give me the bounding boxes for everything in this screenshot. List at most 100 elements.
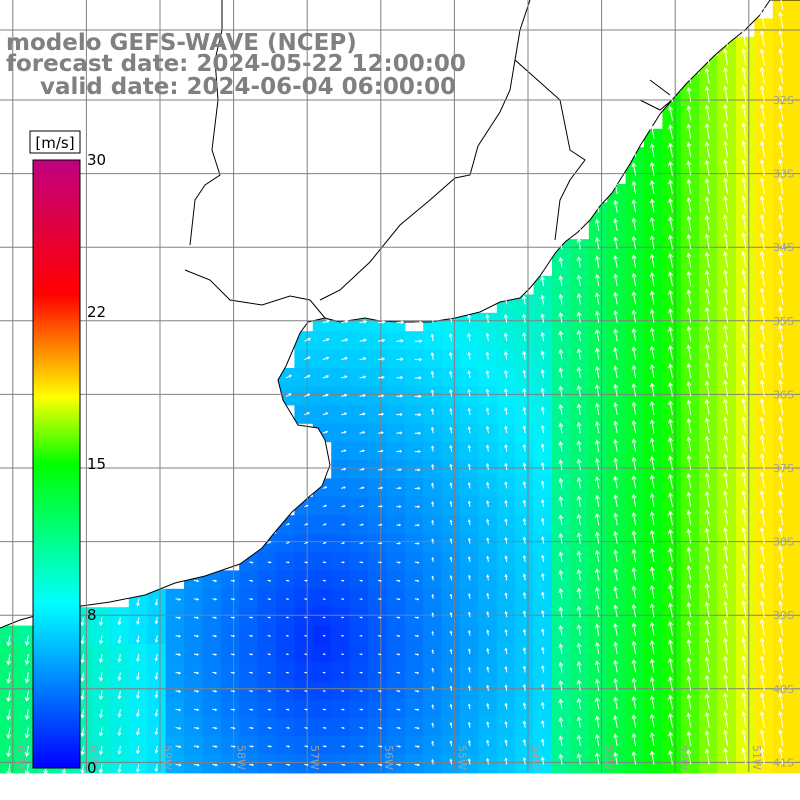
wind-arrow	[687, 234, 692, 250]
longitude-label: 60W	[87, 745, 100, 770]
wind-speed-cell	[791, 699, 800, 719]
wind-arrow-head	[649, 235, 655, 241]
wind-arrow-head	[379, 579, 382, 582]
wind-arrow-head	[686, 142, 692, 147]
wind-arrow-head	[594, 660, 600, 666]
wind-arrow	[578, 569, 581, 581]
wind-arrow	[137, 635, 140, 643]
wind-speed-cell	[791, 754, 800, 774]
wind-speed-cell	[239, 625, 259, 645]
wind-arrow-head	[649, 400, 655, 406]
wind-arrow-head	[250, 598, 254, 601]
wind-arrow-head	[43, 770, 49, 775]
wind-arrow-head	[361, 763, 365, 766]
wind-arrow-head	[251, 708, 254, 711]
wind-arrow-head	[486, 537, 490, 541]
wind-arrow-head	[558, 496, 564, 501]
wind-speed-cell	[349, 625, 369, 645]
wind-arrow-head	[448, 333, 453, 337]
wind-arrow-head	[576, 274, 582, 280]
wind-arrow-head	[576, 587, 582, 593]
wind-arrow-head	[430, 389, 435, 393]
wind-speed-cell	[791, 588, 800, 608]
wind-arrow	[669, 235, 673, 250]
wind-arrow-head	[778, 582, 783, 587]
wind-arrow	[669, 493, 673, 507]
wind-arrow	[632, 384, 637, 397]
wind-arrow	[578, 220, 581, 231]
wind-arrow-head	[540, 350, 545, 355]
wind-arrow-head	[759, 563, 765, 569]
wind-arrow-head	[558, 330, 564, 336]
wind-arrow-head	[449, 703, 453, 707]
wind-arrow-head	[686, 730, 692, 736]
wind-arrow-head	[704, 748, 710, 754]
wind-arrow	[578, 514, 581, 526]
wind-arrow-head	[759, 361, 765, 367]
wind-arrow	[742, 67, 747, 84]
wind-arrow-head	[418, 357, 423, 362]
wind-arrow-head	[778, 140, 783, 146]
wind-arrow-head	[649, 180, 655, 185]
wind-arrow-head	[196, 726, 200, 730]
wind-arrow-head	[287, 616, 290, 619]
wind-arrow-head	[741, 361, 747, 367]
wind-arrow-head	[594, 752, 600, 758]
wind-arrow	[523, 481, 526, 489]
wind-speed-cell	[349, 699, 369, 719]
wind-speed-cell	[294, 754, 314, 774]
wind-arrow-head	[722, 747, 728, 753]
wind-arrow	[779, 656, 784, 673]
wind-arrow-head	[741, 324, 747, 330]
wind-speed-cell	[294, 699, 314, 719]
wind-speed-cell	[147, 736, 167, 755]
wind-arrow	[505, 482, 508, 489]
wind-arrow-head	[80, 622, 85, 627]
wind-arrow	[706, 712, 710, 728]
wind-speed-cell	[0, 680, 19, 700]
wind-arrow-head	[778, 453, 783, 459]
wind-arrow-head	[558, 312, 564, 317]
wind-arrow	[779, 674, 784, 691]
wind-arrow-head	[98, 695, 104, 700]
wind-arrow-head	[686, 307, 692, 313]
wind-arrow-head	[704, 675, 710, 680]
wind-speed-cell	[386, 460, 406, 479]
wind-arrow-head	[342, 671, 345, 674]
wind-speed-cell	[165, 644, 185, 663]
wind-arrow-head	[631, 143, 637, 149]
wind-arrow	[779, 509, 784, 526]
wind-arrow	[26, 672, 29, 683]
wind-arrow	[761, 435, 765, 452]
wind-arrow-head	[61, 769, 67, 775]
wind-speed-cell	[276, 736, 295, 755]
wind-arrow	[706, 418, 710, 434]
wind-speed-cell	[331, 644, 351, 663]
wind-arrow-head	[722, 435, 728, 441]
wind-arrow-head	[381, 357, 386, 361]
wind-arrow-head	[468, 574, 471, 578]
wind-arrow	[706, 271, 710, 287]
wind-arrow-head	[722, 582, 728, 588]
wind-arrow-head	[522, 332, 527, 337]
wind-arrow	[706, 234, 710, 250]
wind-arrow-head	[363, 338, 367, 342]
wind-arrow-head	[541, 554, 545, 559]
wind-arrow	[559, 257, 563, 268]
wind-speed-cell	[294, 625, 314, 645]
wind-arrow	[559, 368, 563, 379]
wind-arrow-head	[631, 732, 637, 738]
wind-arrow-head	[668, 142, 673, 148]
wind-arrow	[761, 343, 765, 360]
wind-arrow-head	[668, 639, 673, 645]
wind-arrow	[742, 86, 747, 103]
wind-arrow	[596, 606, 600, 618]
wind-arrow-head	[398, 579, 401, 582]
wind-arrow-head	[558, 293, 564, 299]
wind-speed-cell	[368, 736, 387, 755]
wind-arrow	[596, 753, 600, 765]
wind-arrow	[596, 569, 600, 581]
wind-arrow-head	[449, 740, 453, 744]
wind-arrow-head	[287, 708, 290, 711]
wind-arrow-head	[400, 320, 405, 325]
